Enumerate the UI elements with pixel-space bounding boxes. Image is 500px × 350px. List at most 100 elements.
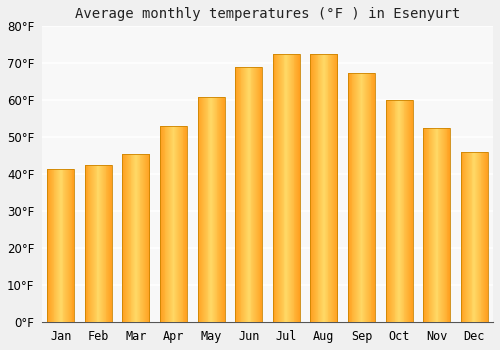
Bar [366, 72, 367, 322]
Bar [128, 154, 130, 322]
Bar [407, 100, 408, 322]
Bar [336, 54, 338, 322]
Bar [136, 154, 137, 322]
Bar [122, 154, 124, 322]
Bar [362, 72, 364, 322]
Bar [133, 154, 134, 322]
Bar [333, 54, 334, 322]
Bar [250, 67, 252, 322]
Bar [130, 154, 132, 322]
Bar [174, 126, 176, 322]
Bar [350, 72, 351, 322]
Bar [56, 169, 58, 322]
Bar [148, 154, 149, 322]
Bar [132, 154, 134, 322]
Bar [297, 54, 298, 322]
Bar [244, 67, 246, 322]
Bar [166, 126, 168, 322]
Bar [436, 128, 438, 322]
Bar [468, 152, 469, 322]
Bar [282, 54, 284, 322]
Bar [292, 54, 294, 322]
Bar [235, 67, 262, 322]
Bar [409, 100, 410, 322]
Bar [147, 154, 148, 322]
Bar [446, 128, 448, 322]
Bar [296, 54, 298, 322]
Bar [70, 169, 71, 322]
Bar [254, 67, 255, 322]
Bar [102, 165, 103, 322]
Bar [399, 100, 400, 322]
Bar [479, 152, 480, 322]
Bar [140, 154, 141, 322]
Bar [148, 154, 150, 322]
Bar [448, 128, 450, 322]
Bar [212, 97, 213, 322]
Bar [348, 72, 375, 322]
Bar [370, 72, 372, 322]
Bar [214, 97, 215, 322]
Bar [237, 67, 238, 322]
Bar [326, 54, 327, 322]
Bar [258, 67, 260, 322]
Bar [475, 152, 476, 322]
Bar [328, 54, 330, 322]
Bar [58, 169, 59, 322]
Bar [318, 54, 320, 322]
Bar [368, 72, 369, 322]
Bar [124, 154, 126, 322]
Bar [54, 169, 56, 322]
Bar [487, 152, 488, 322]
Bar [108, 165, 110, 322]
Bar [273, 54, 300, 322]
Bar [91, 165, 92, 322]
Bar [472, 152, 474, 322]
Bar [135, 154, 136, 322]
Bar [47, 169, 74, 322]
Bar [274, 54, 275, 322]
Bar [352, 72, 354, 322]
Bar [162, 126, 163, 322]
Bar [398, 100, 400, 322]
Bar [70, 169, 72, 322]
Bar [223, 97, 224, 322]
Bar [402, 100, 404, 322]
Bar [198, 97, 224, 322]
Bar [200, 97, 202, 322]
Bar [72, 169, 74, 322]
Bar [240, 67, 241, 322]
Bar [160, 126, 187, 322]
Bar [426, 128, 428, 322]
Bar [161, 126, 162, 322]
Bar [122, 154, 150, 322]
Bar [314, 54, 315, 322]
Bar [386, 100, 388, 322]
Bar [224, 97, 225, 322]
Bar [184, 126, 186, 322]
Bar [134, 154, 135, 322]
Bar [321, 54, 322, 322]
Bar [138, 154, 140, 322]
Bar [208, 97, 210, 322]
Bar [274, 54, 276, 322]
Bar [106, 165, 108, 322]
Bar [391, 100, 392, 322]
Bar [435, 128, 436, 322]
Bar [288, 54, 289, 322]
Bar [480, 152, 482, 322]
Bar [356, 72, 357, 322]
Bar [61, 169, 62, 322]
Bar [312, 54, 314, 322]
Bar [357, 72, 358, 322]
Bar [433, 128, 434, 322]
Bar [210, 97, 212, 322]
Bar [186, 126, 187, 322]
Bar [388, 100, 390, 322]
Bar [484, 152, 486, 322]
Bar [111, 165, 112, 322]
Bar [205, 97, 206, 322]
Bar [143, 154, 144, 322]
Bar [291, 54, 292, 322]
Bar [368, 72, 370, 322]
